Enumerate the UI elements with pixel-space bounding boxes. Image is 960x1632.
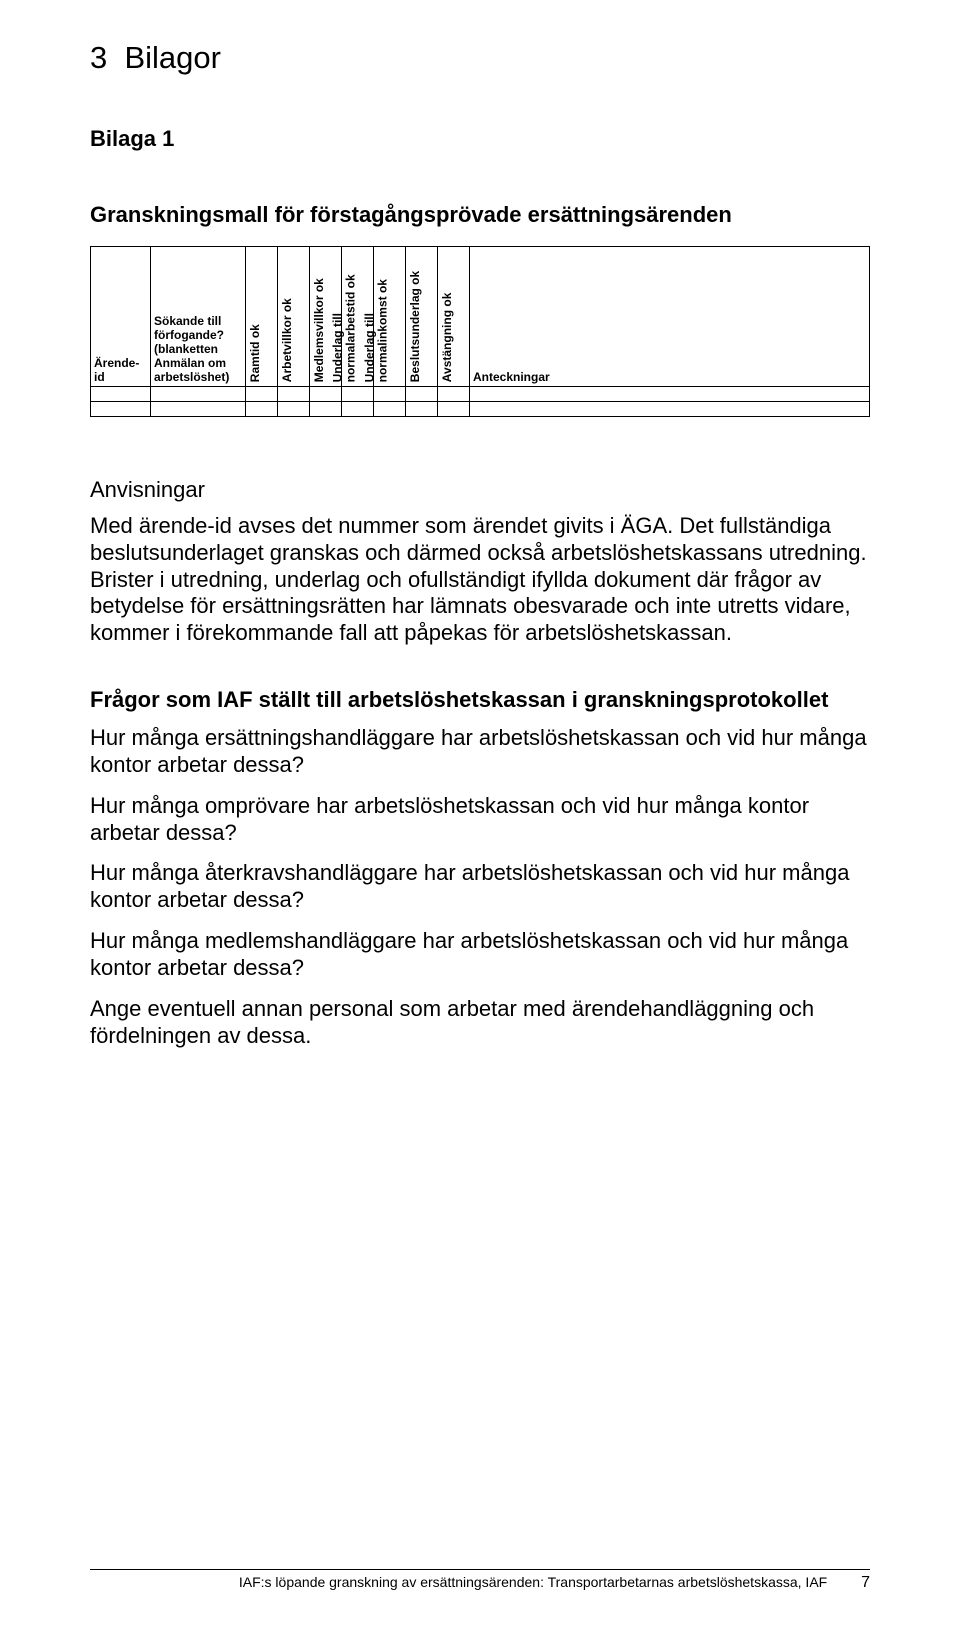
col-arbetvillkor: Arbetvillkor ok xyxy=(278,247,310,387)
attachment-label: Bilaga 1 xyxy=(90,126,870,152)
col-ramtid: Ramtid ok xyxy=(246,247,278,387)
section-heading: 3 Bilagor xyxy=(90,40,870,76)
col-avstangning: Avstängning ok xyxy=(438,247,470,387)
col-beslutsunderlag: Beslutsunderlag ok xyxy=(406,247,438,387)
instructions-heading: Anvisningar xyxy=(90,477,870,503)
page-footer: IAF:s löpande granskning av ersättningsä… xyxy=(90,1569,870,1592)
form-title: Granskningsmall för förstagångsprövade e… xyxy=(90,202,870,228)
footer-text: IAF:s löpande granskning av ersättningsä… xyxy=(239,1574,827,1590)
instructions-body: Med ärende-id avses det nummer som ärend… xyxy=(90,513,870,647)
section-title: Bilagor xyxy=(124,40,221,75)
review-grid: Ärende-id Sökande till förfogande? (blan… xyxy=(90,246,870,417)
table-header-row: Ärende-id Sökande till förfogande? (blan… xyxy=(91,247,870,387)
col-arende-id: Ärende-id xyxy=(91,247,151,387)
question-item: Hur många medlemshandläggare har arbetsl… xyxy=(90,928,870,982)
questions-heading: Frågor som IAF ställt till arbetslöshets… xyxy=(90,687,870,713)
page: 3 Bilagor Bilaga 1 Granskningsmall för f… xyxy=(0,0,960,1632)
question-item: Hur många återkravshandläggare har arbet… xyxy=(90,860,870,914)
page-number: 7 xyxy=(861,1574,870,1592)
question-item: Hur många ersättningshandläggare har arb… xyxy=(90,725,870,779)
col-sokande: Sökande till förfogande? (blanketten Anm… xyxy=(151,247,246,387)
question-item: Ange eventuell annan personal som arbeta… xyxy=(90,996,870,1050)
table-row xyxy=(91,402,870,417)
col-anteckningar: Anteckningar xyxy=(470,247,870,387)
section-number: 3 xyxy=(90,40,107,75)
col-underlag-inkomst: Underlag till normalinkomst ok xyxy=(374,247,406,387)
review-table: Ärende-id Sökande till förfogande? (blan… xyxy=(90,246,870,417)
table-row xyxy=(91,387,870,402)
question-item: Hur många omprövare har arbetslöshetskas… xyxy=(90,793,870,847)
